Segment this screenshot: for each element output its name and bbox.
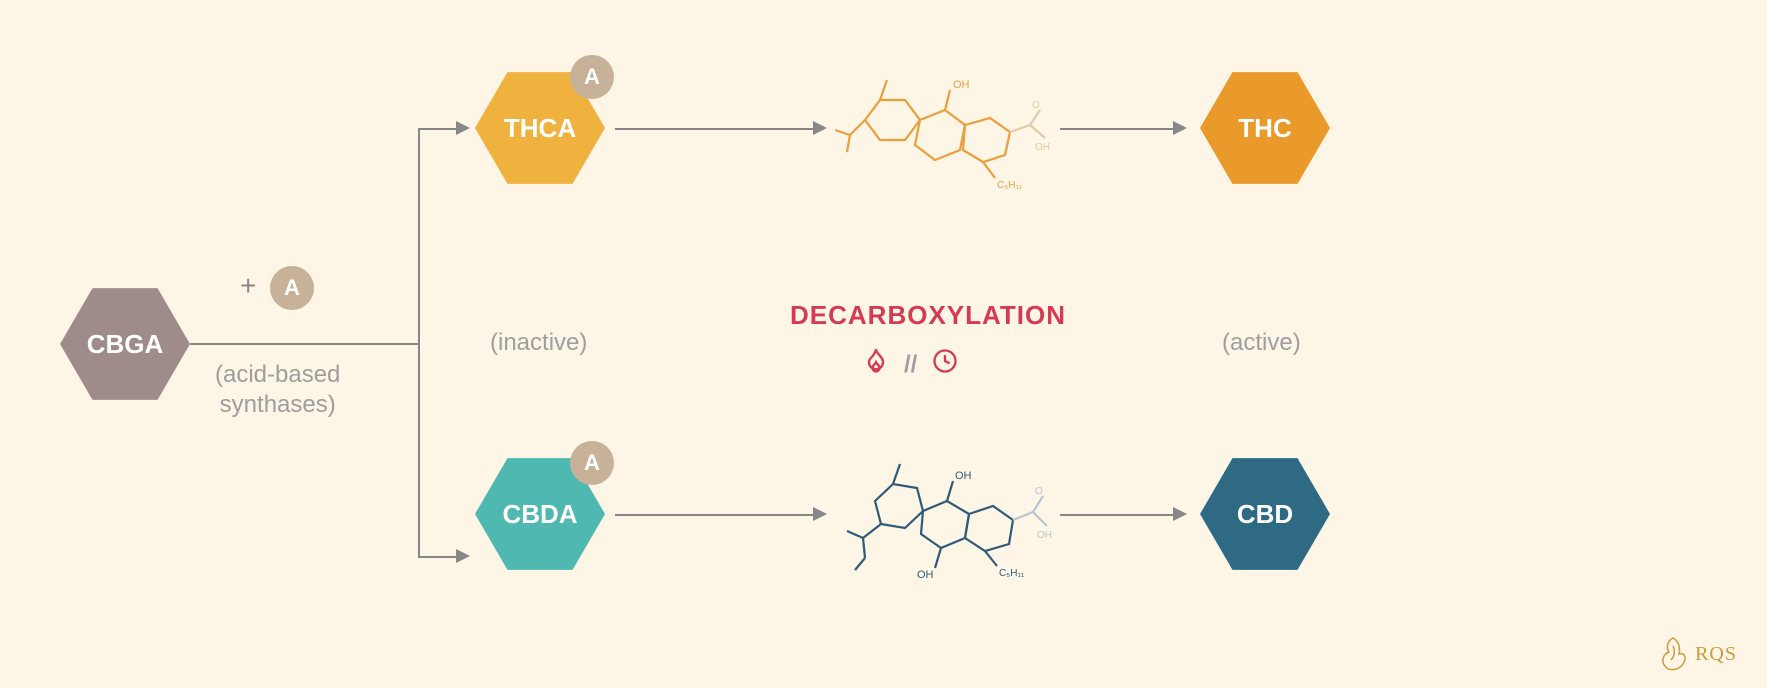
arrowhead-thca [456,121,470,135]
decarb-icons: // [862,346,959,383]
plus-a-badge-label: A [284,275,300,301]
svg-text:OH: OH [955,470,972,482]
active-label: (active) [1222,328,1301,358]
line-mol-cbd [1060,514,1175,516]
hex-cbd: CBD [1200,458,1330,570]
thca-a-badge-label: A [584,64,600,90]
svg-text:C₅H₁₁: C₅H₁₁ [999,568,1025,579]
arrowhead-mol-cbd [1173,507,1187,521]
acid-synthases-label: (acid-based synthases) [215,360,340,420]
inactive-label: (inactive) [490,328,587,358]
arrowhead-cbda-mol [813,507,827,521]
hex-cbga-label: CBGA [87,329,164,360]
svg-text:OH: OH [953,79,970,91]
svg-text:O: O [1035,486,1043,497]
line-to-cbda [418,556,458,558]
decarb-slashes: // [904,351,917,379]
clock-icon [931,347,959,382]
hex-thc-label: THC [1238,113,1291,144]
line-mol-thc [1060,128,1175,130]
split-vertical [418,128,420,558]
arrowhead-thca-mol [813,121,827,135]
hex-cbda-label: CBDA [502,499,577,530]
svg-text:OH: OH [1037,530,1052,541]
rqs-logo-text: RQS [1695,643,1737,666]
arrowhead-cbda [456,549,470,563]
plus-a-badge: A [270,266,314,310]
svg-text:O: O [1032,100,1040,111]
thca-a-badge: A [570,55,614,99]
rqs-logo: RQS [1655,634,1737,674]
plus-symbol: + [240,270,256,302]
line-to-thca [418,128,458,130]
cbd-molecule: OH OH OH O C₅H₁₁ [835,446,1055,591]
hex-cbd-label: CBD [1237,499,1293,530]
decarb-title: DECARBOXYLATION [790,300,1066,331]
flame-icon [862,346,890,383]
arrowhead-mol-thc [1173,121,1187,135]
svg-text:C₅H₁₁: C₅H₁₁ [997,180,1023,191]
hex-cbga: CBGA [60,288,190,400]
hex-thca-label: THCA [504,113,576,144]
line-cbda-mol [615,514,815,516]
hex-thc: THC [1200,72,1330,184]
svg-text:OH: OH [917,569,934,581]
line-thca-mol [615,128,815,130]
cbda-a-badge-label: A [584,450,600,476]
line-cbga-out [190,343,420,345]
cbda-a-badge: A [570,441,614,485]
thc-molecule: OH OH O C₅H₁₁ [835,60,1055,205]
svg-text:OH: OH [1035,142,1050,153]
